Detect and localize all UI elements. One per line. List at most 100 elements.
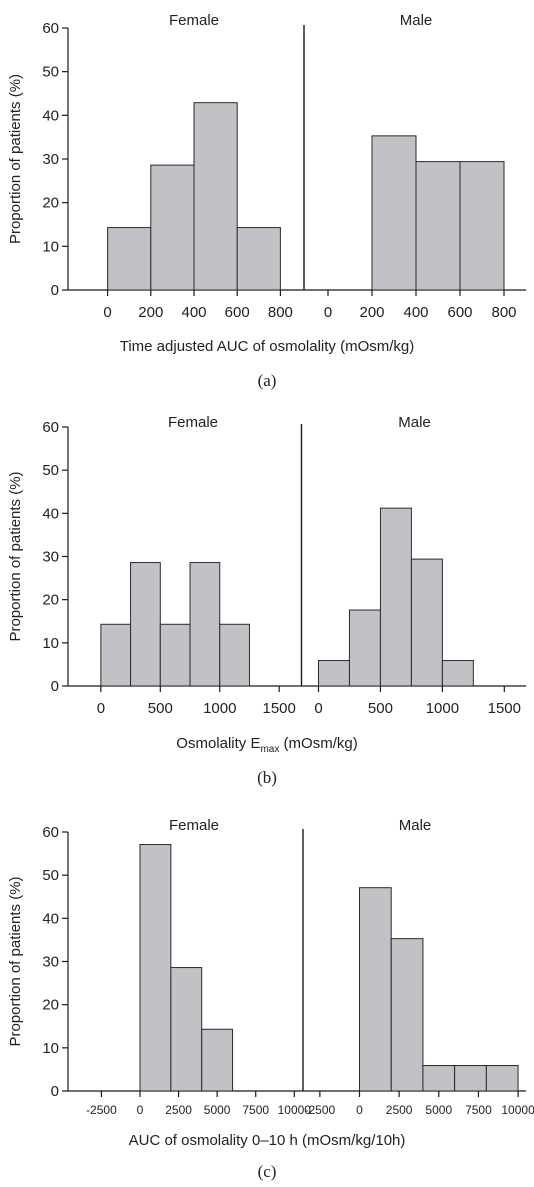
x-tick-label: 600: [447, 304, 472, 321]
x-tick-label: 1500: [263, 700, 296, 717]
histogram-bar: [130, 562, 161, 687]
y-tick-label: 40: [42, 505, 59, 522]
x-axis-label-main: Osmolality E: [176, 735, 260, 752]
y-tick-label: 20: [42, 997, 59, 1014]
histogram-bar: [348, 609, 381, 687]
y-tick-label: 60: [42, 20, 59, 37]
x-axis-label: Osmolality Emax (mOsm/kg): [176, 735, 357, 755]
y-tick-label: 0: [51, 1083, 59, 1100]
x-tick-label: 10000: [501, 1103, 534, 1117]
histogram-bar: [410, 558, 443, 687]
x-tick-label: 7500: [242, 1103, 269, 1117]
x-tick-label: 1500: [488, 700, 521, 717]
histogram-bar: [150, 164, 195, 291]
figure-caption: (a): [258, 371, 277, 390]
x-tick-label: 10000: [278, 1103, 312, 1117]
histogram-bar: [441, 660, 474, 687]
y-tick-label: 30: [42, 549, 59, 566]
figure-caption: (b): [257, 768, 277, 787]
x-tick-label: 800: [491, 304, 516, 321]
histogram-bar: [359, 887, 392, 1092]
y-tick-label: 20: [42, 195, 59, 212]
panel-title: Female: [169, 817, 219, 834]
x-tick-label: 0: [103, 304, 111, 321]
panel-title: Male: [399, 817, 432, 834]
x-axis-label-main: AUC of osmolality 0–10 h (mOsm/kg/10h): [129, 1132, 406, 1149]
y-tick-label: 30: [42, 151, 59, 168]
histogram-bar: [371, 135, 417, 291]
x-tick-label: 0: [356, 1103, 363, 1117]
x-tick-label: 400: [181, 304, 206, 321]
histogram-bar: [159, 623, 191, 687]
y-axis-label: Proportion of patients (%): [7, 471, 24, 641]
y-tick-label: 50: [42, 64, 59, 81]
histogram-bar: [139, 844, 172, 1092]
x-tick-label: 500: [368, 700, 393, 717]
panel-male: Male 0 200 400 600 800: [324, 12, 517, 321]
panel-title: Male: [400, 12, 433, 29]
x-tick-label: 2500: [386, 1103, 413, 1117]
y-tick-label: 60: [42, 824, 59, 841]
x-tick-label: -2500: [305, 1103, 336, 1117]
y-tick-label: 20: [42, 592, 59, 609]
panel-female: Female 0 200 400 600 800: [103, 12, 292, 321]
x-axis-label: Time adjusted AUC of osmolality (mOsm/kg…: [120, 338, 415, 355]
histogram-bar: [100, 623, 132, 687]
x-tick-label: 600: [225, 304, 250, 321]
histogram-1: 0 10 20 30 40 50 60 Proportion of patients (%) F…: [7, 12, 526, 390]
y-axis-label: Proportion of patients (%): [7, 876, 24, 1046]
x-tick-label: 0: [314, 700, 322, 717]
histogram-bar: [317, 660, 350, 687]
panel-female: Female -2500 0 2500 5000 7500 10000: [86, 817, 311, 1117]
histogram-bar: [379, 507, 412, 687]
histogram-bar: [201, 1028, 234, 1092]
figure-caption: (c): [258, 1162, 277, 1181]
y-tick-label: 0: [51, 678, 59, 695]
histogram-3: 0 10 20 30 40 50 60 Proportion of patients (%) F…: [7, 817, 534, 1181]
y-tick-label: 60: [42, 419, 59, 436]
histogram-bar: [189, 562, 221, 687]
panel-title: Female: [168, 414, 218, 431]
histogram-bar: [236, 227, 281, 291]
histogram-bar: [193, 102, 238, 291]
y-tick-label: 10: [42, 635, 59, 652]
y-tick-label: 50: [42, 462, 59, 479]
x-axis-label-main: Time adjusted AUC of osmolality (mOsm/kg…: [120, 338, 415, 355]
panel-male: Male 0 500 1000 1500: [314, 414, 521, 717]
x-tick-label: 0: [97, 700, 105, 717]
y-tick-label: 40: [42, 107, 59, 124]
y-axis-label: Proportion of patients (%): [7, 74, 24, 244]
histogram-bar: [422, 1065, 456, 1092]
panel-title: Female: [169, 12, 219, 29]
x-tick-label: 5000: [425, 1103, 452, 1117]
x-tick-label: 2500: [165, 1103, 192, 1117]
x-tick-label: 0: [324, 304, 332, 321]
y-tick-label: 10: [42, 238, 59, 255]
x-axis-label: AUC of osmolality 0–10 h (mOsm/kg/10h): [129, 1132, 406, 1149]
panel-male: Male -2500 0 2500 5000 7500 10000: [305, 817, 534, 1117]
x-tick-label: 1000: [426, 700, 459, 717]
x-tick-label: 0: [137, 1103, 144, 1117]
x-tick-label: 200: [359, 304, 384, 321]
panel-title: Male: [398, 414, 431, 431]
x-tick-label: 500: [148, 700, 173, 717]
histogram-bar: [170, 967, 203, 1092]
x-tick-label: 400: [403, 304, 428, 321]
y-tick-label: 10: [42, 1040, 59, 1057]
x-axis-label-unit: (mOsm/kg): [279, 735, 357, 752]
histogram-bar: [485, 1065, 519, 1092]
histogram-bar: [107, 227, 152, 291]
x-tick-label: 800: [268, 304, 293, 321]
y-tick-label: 30: [42, 954, 59, 971]
histogram-bar: [459, 161, 505, 291]
x-tick-label: 5000: [204, 1103, 231, 1117]
y-tick-label: 0: [51, 282, 59, 299]
y-tick-label: 50: [42, 867, 59, 884]
histogram-bar: [454, 1065, 487, 1092]
x-tick-label: -2500: [86, 1103, 117, 1117]
histogram-2: 0 10 20 30 40 50 60 Proportion of patients (%) F…: [7, 414, 526, 787]
histogram-bar: [390, 938, 424, 1092]
x-tick-label: 7500: [465, 1103, 492, 1117]
y-tick-label: 40: [42, 910, 59, 927]
